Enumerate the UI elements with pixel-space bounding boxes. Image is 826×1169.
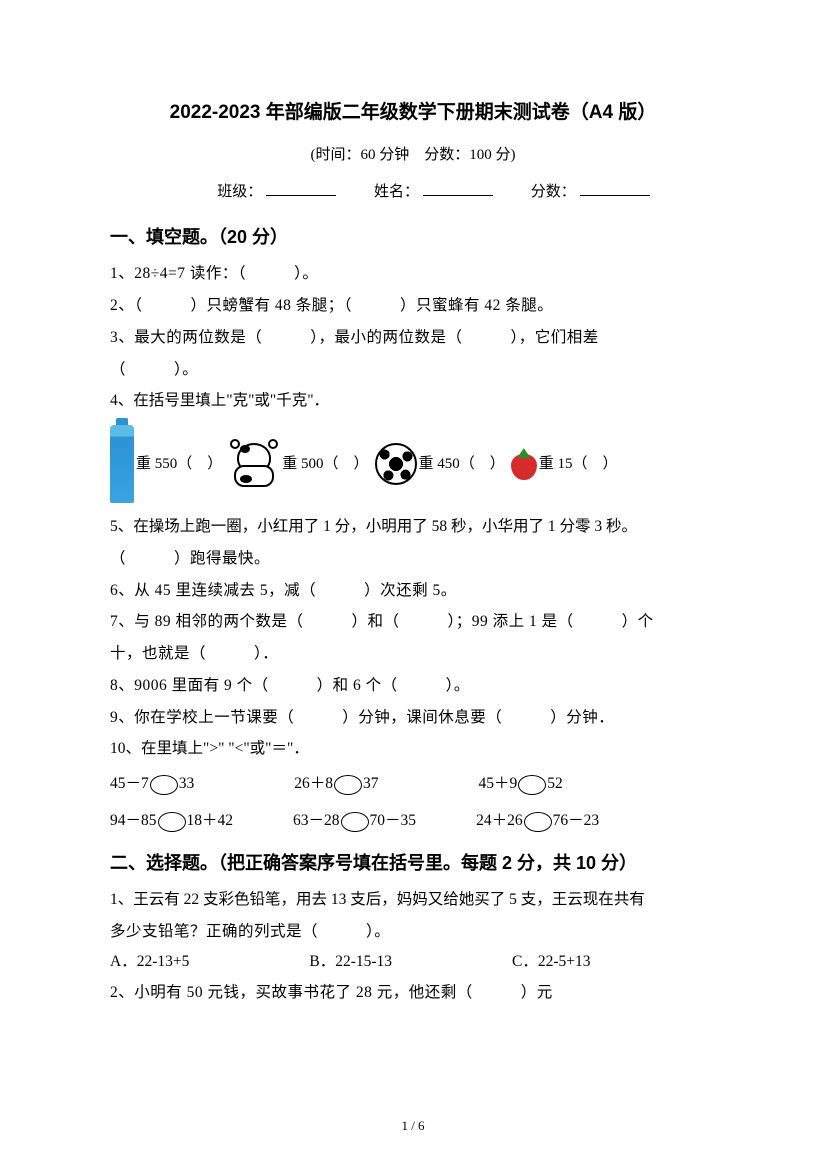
q4-item-ball: 重 450（ ）	[375, 443, 505, 485]
cmp-2-3: 24＋26 76－23	[476, 802, 599, 839]
cmp-left: 63－28	[293, 812, 340, 829]
cmp-right: 37	[363, 775, 379, 792]
subtitle: (时间：60 分钟 分数：100 分)	[110, 141, 716, 170]
name-label: 姓名：	[374, 184, 419, 200]
score-label: 分数：	[531, 184, 576, 200]
q4-label-2: 重 450（ ）	[419, 450, 505, 479]
page-number: 1 / 6	[0, 1114, 826, 1139]
q10: 10、在里填上">" "<"或"＝"．	[110, 733, 716, 765]
cmp-left: 45＋9	[479, 775, 518, 792]
oval-blank[interactable]	[341, 812, 369, 832]
s2-q1-line1: 1、王云有 22 支彩色铅笔，用去 13 支后，妈妈又给她买了 5 支，王云现在…	[110, 884, 716, 916]
cmp-left: 24＋26	[476, 812, 523, 829]
q4-label-1: 重 500（ ）	[282, 450, 368, 479]
oval-blank[interactable]	[518, 775, 546, 795]
option-c: C．22-5+13	[512, 947, 591, 976]
option-b: B．22-15-13	[309, 947, 392, 976]
q8: 8、9006 里面有 9 个（ ）和 6 个（ ）。	[110, 670, 716, 702]
cmp-1-2: 26＋8 37	[294, 765, 378, 802]
q5-line1: 5、在操场上跑一圈，小红用了 1 分，小明用了 58 秒，小华用了 1 分零 3…	[110, 511, 716, 543]
section2-heading: 二、选择题。（把正确答案序号填在括号里。每题 2 分，共 10 分）	[110, 846, 716, 880]
q4-images: 重 550（ ） 重 500（ ） 重 450（ ） 重 15（ ）	[110, 425, 716, 503]
q4-item-cow: 重 500（ ）	[228, 437, 368, 491]
q4-label-0: 重 550（ ）	[136, 450, 222, 479]
compare-row-1: 45－7 33 26＋8 37 45＋9 52	[110, 765, 716, 802]
q4-label-3: 重 15（ ）	[539, 450, 618, 479]
cmp-right: 70－35	[370, 812, 417, 829]
page-title: 2022-2023 年部编版二年级数学下册期末测试卷（A4 版）	[110, 95, 716, 131]
q4-item-strawberry: 重 15（ ）	[511, 448, 618, 480]
class-blank[interactable]	[266, 181, 336, 196]
s2-q1-options: A．22-13+5 B．22-15-13 C．22-5+13	[110, 947, 716, 976]
q2: 2、（ ）只螃蟹有 48 条腿；（ ）只蜜蜂有 42 条腿。	[110, 290, 716, 322]
class-label: 班级：	[217, 184, 262, 200]
q4-item-bottle: 重 550（ ）	[110, 425, 222, 503]
q3-line2: （ ）。	[110, 354, 716, 386]
strawberry-icon	[511, 448, 537, 480]
score-blank[interactable]	[580, 181, 650, 196]
cmp-2-1: 94－85 18＋42	[110, 802, 233, 839]
oval-blank[interactable]	[524, 812, 552, 832]
q5-line2: （ ）跑得最快。	[110, 543, 716, 575]
cmp-right: 52	[547, 775, 563, 792]
s2-q1-line2: 多少支铅笔？正确的列式是（ ）。	[110, 916, 716, 948]
cmp-left: 45－7	[110, 775, 149, 792]
cmp-1-1: 45－7 33	[110, 765, 194, 802]
cmp-right: 76－23	[553, 812, 600, 829]
q9: 9、你在学校上一节课要（ ）分钟，课间休息要（ ）分钟．	[110, 702, 716, 734]
cmp-left: 94－85	[110, 812, 157, 829]
q7-line1: 7、与 89 相邻的两个数是（ ）和（ ）；99 添上 1 是（ ）个	[110, 606, 716, 638]
q4: 4、在括号里填上"克"或"千克"．	[110, 385, 716, 417]
compare-row-2: 94－85 18＋42 63－28 70－35 24＋26 76－23	[110, 802, 716, 839]
q7-line2: 十，也就是（ ）．	[110, 638, 716, 670]
q3-line1: 3、最大的两位数是（ ），最小的两位数是（ ），它们相差	[110, 322, 716, 354]
option-a: A．22-13+5	[110, 947, 189, 976]
section1-heading: 一、填空题。（20 分）	[110, 220, 716, 254]
soccer-ball-icon	[375, 443, 417, 485]
cow-icon	[228, 437, 280, 491]
cmp-1-3: 45＋9 52	[479, 765, 563, 802]
water-bottle-icon	[110, 425, 134, 503]
q1: 1、28÷4=7 读作：（ ）。	[110, 258, 716, 290]
oval-blank[interactable]	[334, 775, 362, 795]
s2-q2: 2、小明有 50 元钱，买故事书花了 28 元，他还剩（ ）元	[110, 977, 716, 1009]
name-blank[interactable]	[423, 181, 493, 196]
cmp-right: 33	[179, 775, 195, 792]
oval-blank[interactable]	[158, 812, 186, 832]
cmp-right: 18＋42	[187, 812, 234, 829]
oval-blank[interactable]	[150, 775, 178, 795]
cmp-left: 26＋8	[294, 775, 333, 792]
info-line: 班级： 姓名： 分数：	[110, 178, 716, 207]
cmp-2-2: 63－28 70－35	[293, 802, 416, 839]
q6: 6、从 45 里连续减去 5，减（ ）次还剩 5。	[110, 575, 716, 607]
